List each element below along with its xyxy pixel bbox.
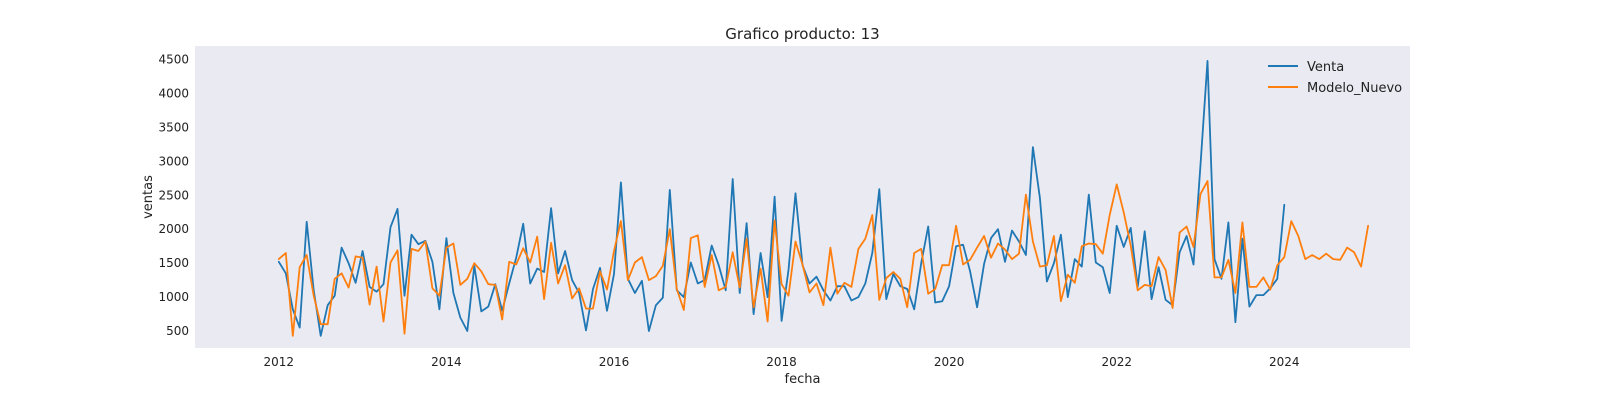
x-tick-label: 2024 xyxy=(1269,355,1300,369)
x-tick-label: 2018 xyxy=(766,355,797,369)
plot-area xyxy=(195,46,1410,348)
series-line-venta xyxy=(277,60,1286,337)
legend-label: Venta xyxy=(1307,60,1344,75)
y-axis-label: ventas xyxy=(141,175,156,219)
y-tick-label: 500 xyxy=(166,324,189,338)
x-tick-label: 2012 xyxy=(264,355,295,369)
x-tick-label: 2014 xyxy=(431,355,462,369)
y-tick-label: 4000 xyxy=(158,87,189,101)
legend-label: Modelo_Nuevo xyxy=(1307,81,1402,96)
y-axis-ticks: 500 1000 1500 2000 2500 3000 3500 4000 4500 xyxy=(158,53,189,338)
y-tick-label: 1000 xyxy=(158,290,189,304)
y-tick-label: 3500 xyxy=(158,120,189,134)
y-tick-label: 2500 xyxy=(158,188,189,202)
series-group xyxy=(277,60,1369,337)
series-line-modelo-nuevo xyxy=(277,180,1369,337)
chart-title: Grafico producto: 13 xyxy=(725,25,879,43)
x-axis-ticks: 2012 2014 2016 2018 2020 2022 2024 xyxy=(264,355,1300,369)
x-tick-label: 2022 xyxy=(1101,355,1132,369)
legend: Venta Modelo_Nuevo xyxy=(1268,60,1402,96)
y-tick-label: 4500 xyxy=(158,53,189,67)
y-tick-label: 3000 xyxy=(158,154,189,168)
x-tick-label: 2020 xyxy=(934,355,965,369)
y-tick-label: 1500 xyxy=(158,256,189,270)
x-axis-label: fecha xyxy=(785,372,821,387)
x-tick-label: 2016 xyxy=(599,355,630,369)
y-tick-label: 2000 xyxy=(158,222,189,236)
